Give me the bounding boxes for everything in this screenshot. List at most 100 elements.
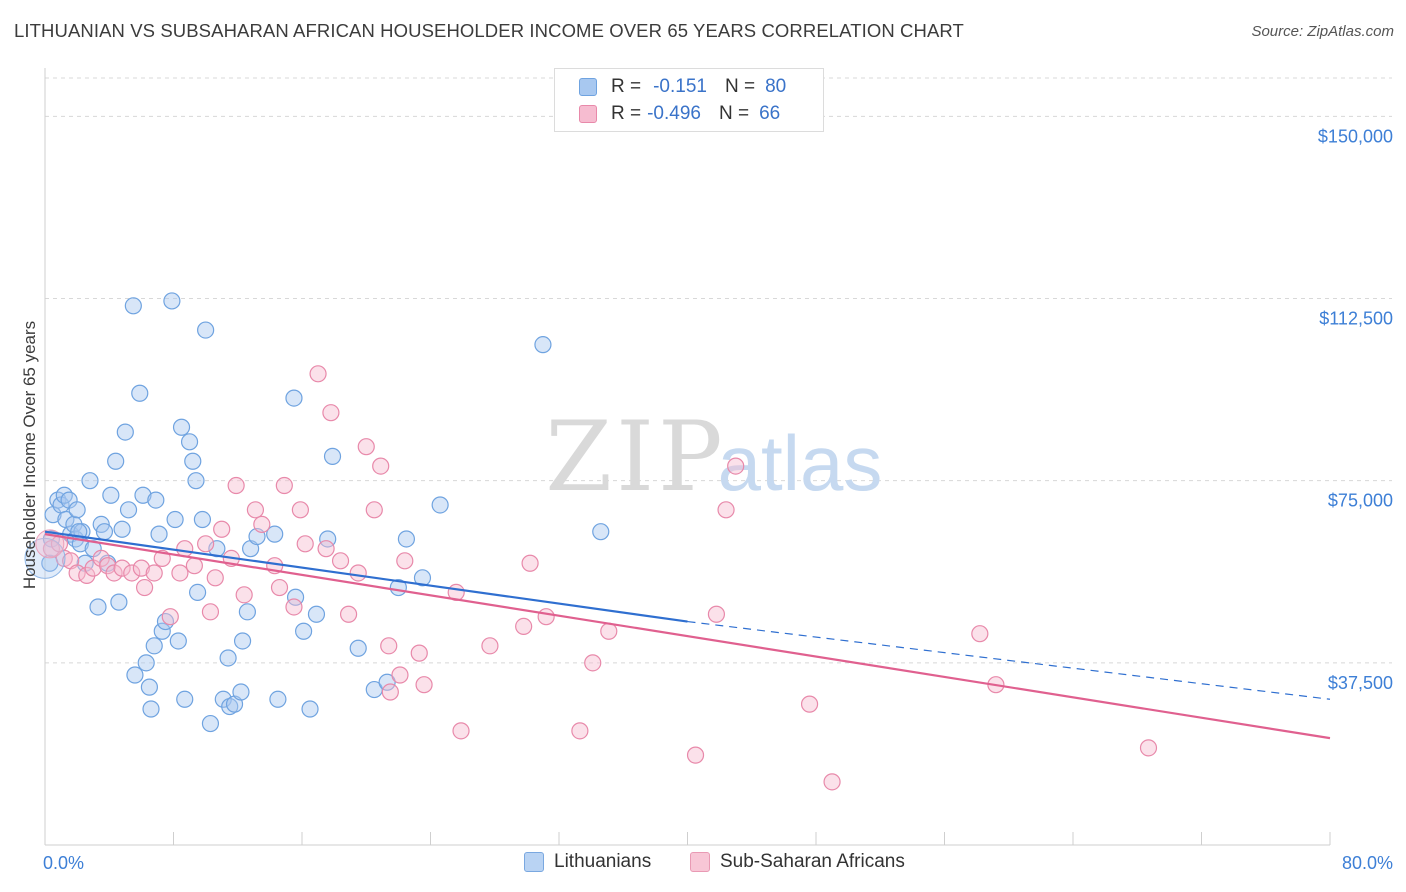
- point-subsaharan: [105, 564, 123, 582]
- axes: [44, 68, 1331, 846]
- point-subsaharan: [317, 540, 335, 558]
- point-lithuanian: [166, 510, 184, 529]
- point-lithuanian: [323, 447, 342, 465]
- point-lithuanian: [102, 486, 120, 504]
- point-subsaharan: [727, 457, 745, 475]
- point-subsaharan: [380, 637, 398, 655]
- legend-n-label: N =: [724, 76, 756, 97]
- x-tick-label: 80.0%: [1342, 853, 1393, 873]
- point-lithuanian-cluster: [24, 537, 66, 579]
- chart-title: LITHUANIAN VS SUBSAHARAN AFRICAN HOUSEHO…: [14, 20, 964, 41]
- point-lithuanian: [145, 637, 163, 655]
- point-lithuanian: [81, 472, 99, 490]
- point-subsaharan: [227, 476, 245, 495]
- y-tick-label: $150,000: [1318, 126, 1393, 146]
- point-lithuanian: [153, 622, 171, 640]
- point-lithuanian: [55, 486, 73, 504]
- point-lithuanian: [233, 632, 252, 650]
- trend-line-lithuanians-extension: [687, 620, 1331, 700]
- legend-n-value: 66: [759, 103, 781, 124]
- point-subsaharan: [971, 625, 989, 643]
- point-lithuanian: [134, 486, 152, 504]
- legend-r-label: R =: [611, 103, 642, 124]
- legend-n-label: N =: [718, 103, 750, 124]
- point-subsaharan: [357, 438, 375, 456]
- point-subsaharan: [452, 722, 470, 740]
- point-subsaharan: [206, 569, 224, 587]
- point-lithuanian: [378, 673, 396, 691]
- legend-r-label: R =: [611, 76, 642, 97]
- point-lithuanian: [301, 700, 319, 718]
- point-subsaharan: [372, 457, 390, 475]
- point-lithuanian: [232, 683, 250, 701]
- point-lithuanian: [266, 525, 284, 543]
- point-subsaharan: [686, 746, 705, 764]
- point-subsaharan: [381, 683, 399, 701]
- point-subsaharan: [339, 605, 358, 623]
- point-lithuanian: [197, 321, 215, 339]
- trend-line-lithuanians: [44, 530, 688, 623]
- point-lithuanian: [150, 525, 168, 543]
- point-lithuanian: [156, 612, 175, 631]
- y-tick-label: $37,500: [1328, 673, 1393, 693]
- legend-swatch-lithuanians: [579, 78, 597, 96]
- point-lithuanian: [188, 583, 207, 602]
- data-points: [24, 292, 1158, 791]
- point-subsaharan: [113, 559, 131, 577]
- point-subsaharan: [171, 564, 189, 582]
- point-lithuanian: [147, 491, 165, 509]
- point-lithuanian: [95, 523, 114, 541]
- point-subsaharan: [296, 535, 314, 553]
- point-lithuanian: [285, 389, 303, 407]
- point-subsaharan: [291, 501, 309, 519]
- point-lithuanian: [68, 501, 86, 519]
- point-lithuanian: [137, 654, 155, 672]
- point-subsaharan: [481, 637, 499, 655]
- point-subsaharan: [537, 608, 555, 626]
- point-subsaharan: [331, 552, 350, 570]
- point-subsaharan: [365, 501, 383, 519]
- series-legend: Lithuanians Sub-Saharan Africans: [0, 851, 1406, 877]
- point-subsaharan: [42, 540, 61, 558]
- point-lithuanian: [295, 622, 313, 640]
- point-subsaharan: [275, 476, 293, 495]
- trend-line-subsaharan: [44, 533, 1331, 740]
- point-lithuanian: [349, 639, 367, 657]
- point-subsaharan: [235, 586, 253, 604]
- point-subsaharan: [521, 554, 539, 572]
- point-subsaharan: [145, 564, 163, 582]
- point-lithuanian: [221, 697, 239, 716]
- tick-labels: $37,500 $75,000 $112,500 $150,000 0.0% 80.0%: [43, 126, 1393, 873]
- point-subsaharan: [161, 608, 179, 626]
- watermark: ZIP atlas: [545, 401, 882, 513]
- point-subsaharan: [322, 404, 340, 422]
- point-lithuanian: [107, 452, 125, 470]
- legend-item-lithuanians[interactable]: Lithuanians: [524, 851, 651, 873]
- point-lithuanian: [184, 452, 202, 470]
- point-lithuanian: [269, 690, 287, 708]
- point-lithuanian: [397, 530, 416, 548]
- point-subsaharan: [309, 365, 327, 383]
- point-subsaharan: [396, 552, 414, 570]
- point-subsaharan: [391, 666, 409, 684]
- point-subsaharan: [800, 695, 819, 713]
- point-lithuanian: [238, 603, 256, 621]
- point-subsaharan: [132, 559, 150, 577]
- point-subsaharan: [135, 578, 154, 597]
- point-subsaharan: [571, 722, 589, 740]
- trend-lines: [44, 530, 1331, 740]
- legend-label: Sub-Saharan Africans: [720, 851, 905, 872]
- grid-lines: [45, 77, 1392, 664]
- stats-legend: R = -0.151 N = 80 R = -0.496 N = 66: [554, 68, 824, 132]
- point-lithuanian: [172, 418, 191, 436]
- legend-row-lithuanians: R = -0.151 N = 80: [579, 75, 786, 99]
- point-lithuanian: [592, 523, 610, 541]
- point-subsaharan: [515, 617, 533, 636]
- legend-item-subsaharan[interactable]: Sub-Saharan Africans: [690, 851, 905, 873]
- watermark-atlas: atlas: [718, 419, 883, 507]
- chart-source: Source: ZipAtlas.com: [1251, 23, 1394, 40]
- legend-r-value: -0.151: [653, 76, 707, 97]
- y-tick-label: $112,500: [1319, 309, 1393, 329]
- point-subsaharan: [823, 773, 841, 791]
- point-subsaharan: [584, 654, 602, 672]
